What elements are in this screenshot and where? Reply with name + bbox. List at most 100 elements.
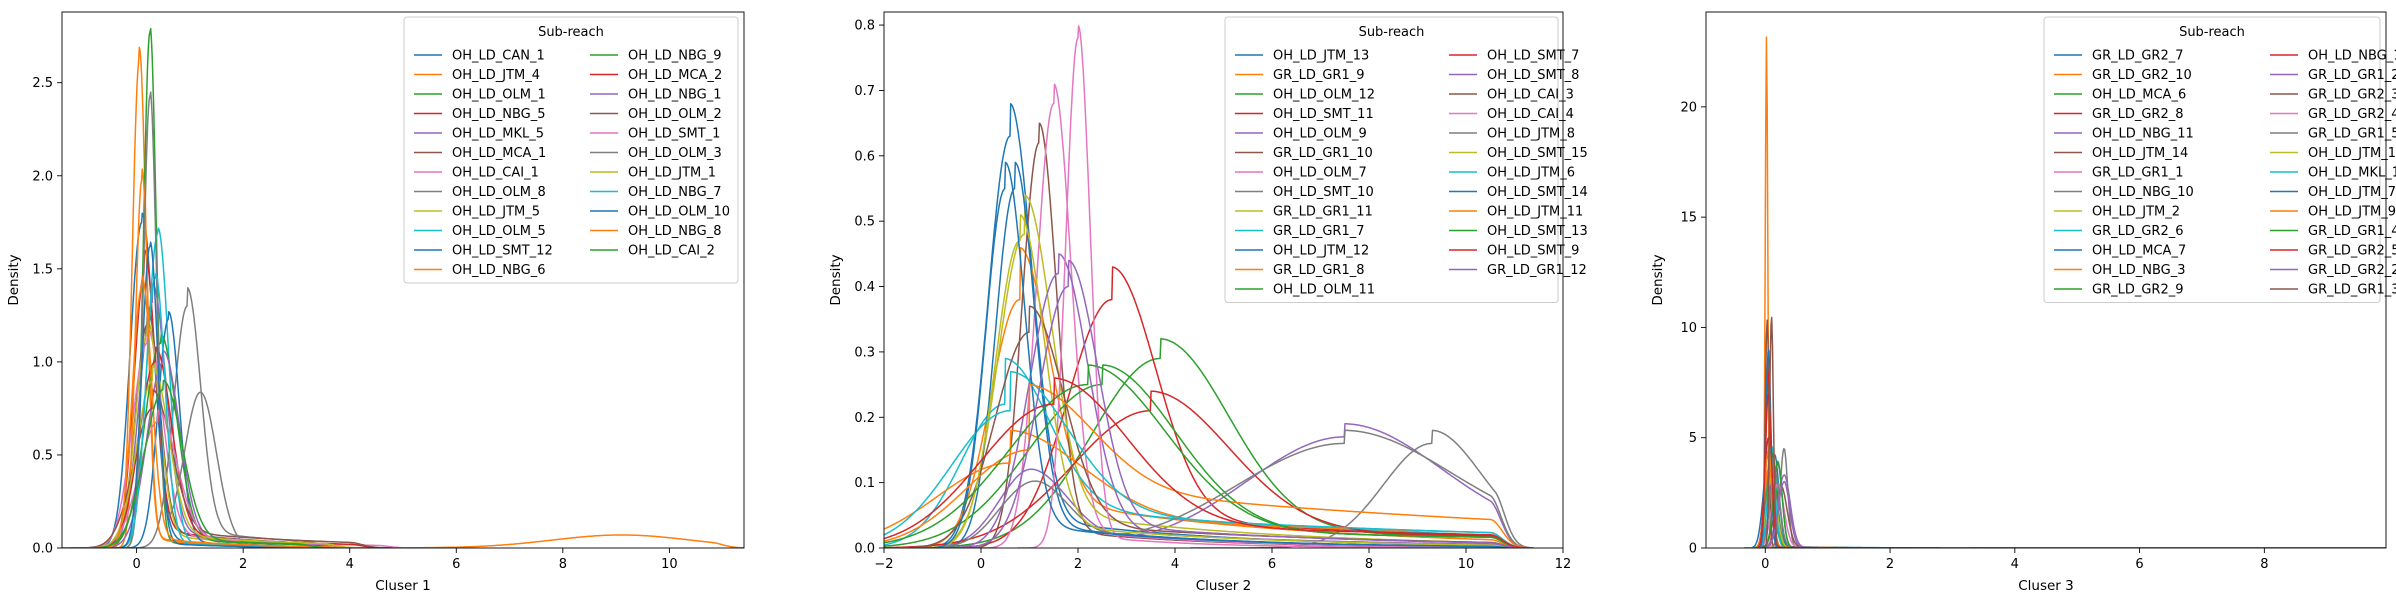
legend-label: OH_LD_SMT_12	[452, 244, 553, 259]
x-tick-label: 0	[132, 557, 140, 572]
x-tick-label: −2	[874, 557, 893, 572]
legend-label: OH_LD_OLM_1	[452, 88, 546, 103]
x-tick-label: 8	[1365, 557, 1373, 572]
legend-label: OH_LD_JTM_14	[2092, 146, 2188, 161]
chart-2: −2 0 2 4 6 8 10 12 0.0 0.1 0.2 0.3 0.4 0.5 0.6 0.7 0.8 Cl…	[828, 11, 1588, 594]
series-line-OH_LD_SMT_1	[65, 409, 366, 548]
legend-label: OH_LD_JTM_7	[2308, 185, 2396, 200]
legend-label: OH_LD_OLM_9	[1273, 127, 1367, 142]
y-tick-label: 2.5	[32, 76, 53, 91]
series-line-OH_LD_SMT_14	[908, 161, 1530, 548]
legend-label: OH_LD_CAI_3	[1487, 88, 1574, 103]
x-tick-label: 10	[1458, 557, 1475, 572]
legend-label: OH_LD_NBG_8	[628, 224, 722, 239]
legend-label: GR_LD_GR1_12	[1487, 263, 1587, 278]
series-line-OH_LD_OLM_3	[118, 91, 339, 548]
legend: Sub-reach OH_LD_CAN_1 OH_LD_JTM_4 OH_LD_OLM…	[403, 16, 739, 284]
y-tick-label: 0.4	[854, 280, 875, 295]
series-line-OH_LD_CAI_4	[1017, 25, 1505, 548]
legend-label: OH_LD_SMT_1	[628, 127, 720, 142]
y-axis-label: Density	[828, 254, 844, 305]
legend-label: GR_LD_GR2_10	[2092, 68, 2192, 83]
legend-label: GR_LD_GR2_3	[2308, 88, 2396, 103]
x-tick-label: 12	[1555, 557, 1572, 572]
legend-label: OH_LD_JTM_13	[1273, 49, 1369, 64]
legend-label: GR_LD_GR2_5	[2308, 244, 2396, 259]
legend-label: OH_LD_OLM_5	[452, 224, 546, 239]
y-tick-label: 5	[1689, 431, 1697, 446]
legend-label: OH_LD_CAI_1	[452, 166, 539, 181]
x-axis-label: Cluser 3	[2018, 578, 2074, 594]
y-tick-label: 0.5	[32, 448, 53, 463]
legend-label: GR_LD_GR1_8	[1273, 263, 1365, 278]
legend-label: OH_LD_NBG_5	[452, 107, 546, 122]
y-tick-label: 0	[1689, 542, 1697, 557]
axes-frame	[1705, 11, 2387, 549]
x-tick-label: 2	[239, 557, 247, 572]
legend-label: OH_LD_SMT_13	[1487, 224, 1588, 239]
legend-label: OH_LD_JTM_8	[1487, 127, 1575, 142]
series-line-OH_LD_SMT_13	[884, 364, 1530, 548]
x-tick-label: 6	[1268, 557, 1276, 572]
legend-label: OH_LD_JTM_11	[1487, 205, 1583, 220]
legend-label: OH_LD_MKL_5	[452, 127, 544, 142]
legend-label: GR_LD_GR1_4	[2308, 224, 2396, 239]
series-line-OH_LD_NBG_9	[80, 333, 339, 548]
legend-label: OH_LD_OLM_2	[628, 107, 722, 122]
legend-label: GR_LD_GR1_9	[1273, 68, 1365, 83]
legend-label: GR_LD_GR2_8	[2092, 107, 2184, 122]
y-tick-label: 0.0	[854, 542, 875, 557]
series-line-OH_LD_CAI_2	[70, 379, 339, 548]
legend-title: Sub-reach	[538, 25, 604, 40]
x-tick-label: 10	[661, 557, 678, 572]
legend-label: OH_LD_JTM_6	[1487, 166, 1575, 181]
legend-label: GR_LD_GR2_9	[2092, 283, 2184, 298]
x-tick-label: 0	[1761, 557, 1769, 572]
legend-label: GR_LD_GR1_10	[1273, 146, 1373, 161]
legend-label: OH_LD_JTM_2	[2092, 205, 2180, 220]
legend-label: OH_LD_JTM_4	[452, 68, 540, 83]
legend-label: OH_LD_OLM_10	[628, 205, 730, 220]
series-line-OH_LD_SMT_7	[884, 390, 1530, 548]
y-axis-label: Density	[1650, 254, 1666, 305]
y-tick-label: 0.2	[854, 411, 875, 426]
y-tick-label: 0.7	[854, 84, 875, 99]
legend-label: OH_LD_CAN_1	[452, 49, 545, 64]
x-tick-label: 8	[559, 557, 567, 572]
y-axis-label: Density	[6, 254, 22, 305]
legend-label: OH_LD_MCA_2	[628, 68, 722, 83]
legend-label: OH_LD_JTM_5	[452, 205, 540, 220]
y-tick-label: 15	[1680, 211, 1697, 226]
series-line-OH_LD_MCA_6	[1746, 446, 2386, 548]
axes-frame	[883, 11, 1564, 549]
x-axis-label: Cluser 2	[1196, 578, 1252, 594]
series-line-GR_LD_GR1_12	[923, 259, 1530, 548]
series-group	[62, 27, 744, 548]
x-axis-label: Cluser 1	[375, 578, 431, 594]
series-line-OH_LD_SMT_15	[899, 214, 1530, 548]
legend-box	[403, 16, 739, 284]
series-line-GR_LD_GR2_7	[1743, 453, 2386, 548]
y-tick-label: 0.5	[854, 215, 875, 230]
legend-label: GR_LD_GR2_4	[2308, 107, 2396, 122]
legend: Sub-reach OH_LD_JTM_13 GR_LD_GR1_9 OH_LD_OL…	[1224, 16, 1588, 303]
legend-label: GR_LD_GR2_2	[2308, 263, 2396, 278]
legend-label: OH_LD_SMT_11	[1273, 107, 1374, 122]
legend-label: OH_LD_NBG_1	[628, 88, 722, 103]
chart-3: 0 2 4 6 8 0 5 10 15 20 Cluser 3 Density Sub-reach GR_…	[1650, 11, 2396, 594]
legend-label: OH_LD_JTM_9	[2308, 205, 2396, 220]
y-tick-label: 0.0	[32, 542, 53, 557]
series-line-OH_LD_JTM_6	[884, 370, 1530, 548]
series-group	[884, 25, 1534, 548]
legend-label: OH_LD_NBG_11	[2092, 127, 2194, 142]
legend-label: GR_LD_GR2_7	[2092, 49, 2184, 64]
legend-label: OH_LD_SMT_14	[1487, 185, 1588, 200]
legend-label: OH_LD_MCA_7	[2092, 244, 2186, 259]
y-tick-label: 0.6	[854, 149, 875, 164]
x-tick-label: 2	[1886, 557, 1894, 572]
x-tick-label: 2	[1074, 557, 1082, 572]
legend-label: OH_LD_SMT_8	[1487, 68, 1579, 83]
legend-label: OH_LD_SMT_7	[1487, 49, 1579, 64]
series-line-OH_LD_OLM_8	[121, 287, 350, 548]
